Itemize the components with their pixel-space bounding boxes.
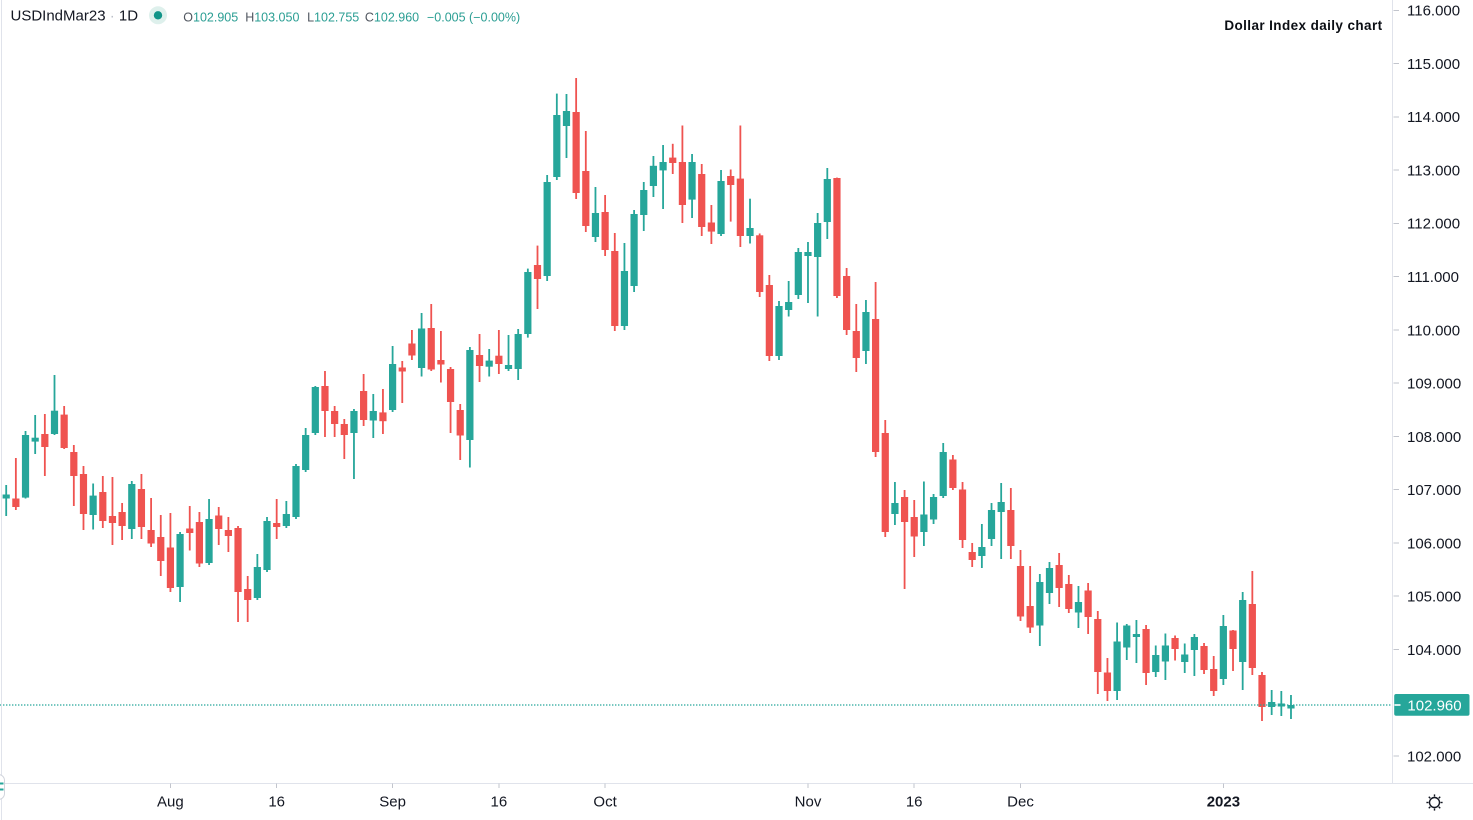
svg-text:Dec: Dec — [1007, 794, 1034, 811]
svg-text:110.000: 110.000 — [1407, 322, 1460, 339]
svg-text:Oct: Oct — [593, 794, 617, 811]
svg-text:108.000: 108.000 — [1407, 429, 1461, 446]
svg-text:Sep: Sep — [379, 794, 406, 811]
svg-text:O102.905: O102.905 — [183, 11, 238, 25]
svg-text:Dollar Index daily chart: Dollar Index daily chart — [1224, 18, 1382, 33]
svg-text:2023: 2023 — [1207, 794, 1240, 811]
svg-text:107.000: 107.000 — [1407, 482, 1461, 499]
svg-text:USDIndMar23 · 1D: USDIndMar23 · 1D — [11, 8, 139, 25]
svg-text:16: 16 — [906, 794, 923, 811]
svg-text:L102.755: L102.755 — [307, 11, 359, 25]
svg-text:105.000: 105.000 — [1407, 589, 1461, 606]
svg-text:16: 16 — [491, 794, 508, 811]
svg-text:102.960: 102.960 — [1407, 697, 1461, 714]
svg-text:116.000: 116.000 — [1407, 3, 1460, 20]
svg-text:114.000: 114.000 — [1407, 109, 1460, 126]
svg-text:Nov: Nov — [795, 794, 822, 811]
svg-text:115.000: 115.000 — [1407, 56, 1460, 73]
svg-text:C102.960: C102.960 — [365, 11, 419, 25]
svg-text:102.000: 102.000 — [1407, 748, 1461, 765]
svg-text:111.000: 111.000 — [1407, 269, 1459, 286]
svg-text:104.000: 104.000 — [1407, 642, 1461, 659]
svg-text:16: 16 — [268, 794, 285, 811]
svg-text:−0.005 (−0.00%): −0.005 (−0.00%) — [427, 11, 520, 25]
svg-text:109.000: 109.000 — [1407, 376, 1461, 393]
svg-text:Aug: Aug — [157, 794, 184, 811]
svg-text:112.000: 112.000 — [1407, 216, 1460, 233]
svg-text:113.000: 113.000 — [1407, 163, 1460, 180]
svg-text:106.000: 106.000 — [1407, 535, 1461, 552]
svg-text:H103.050: H103.050 — [245, 11, 299, 25]
